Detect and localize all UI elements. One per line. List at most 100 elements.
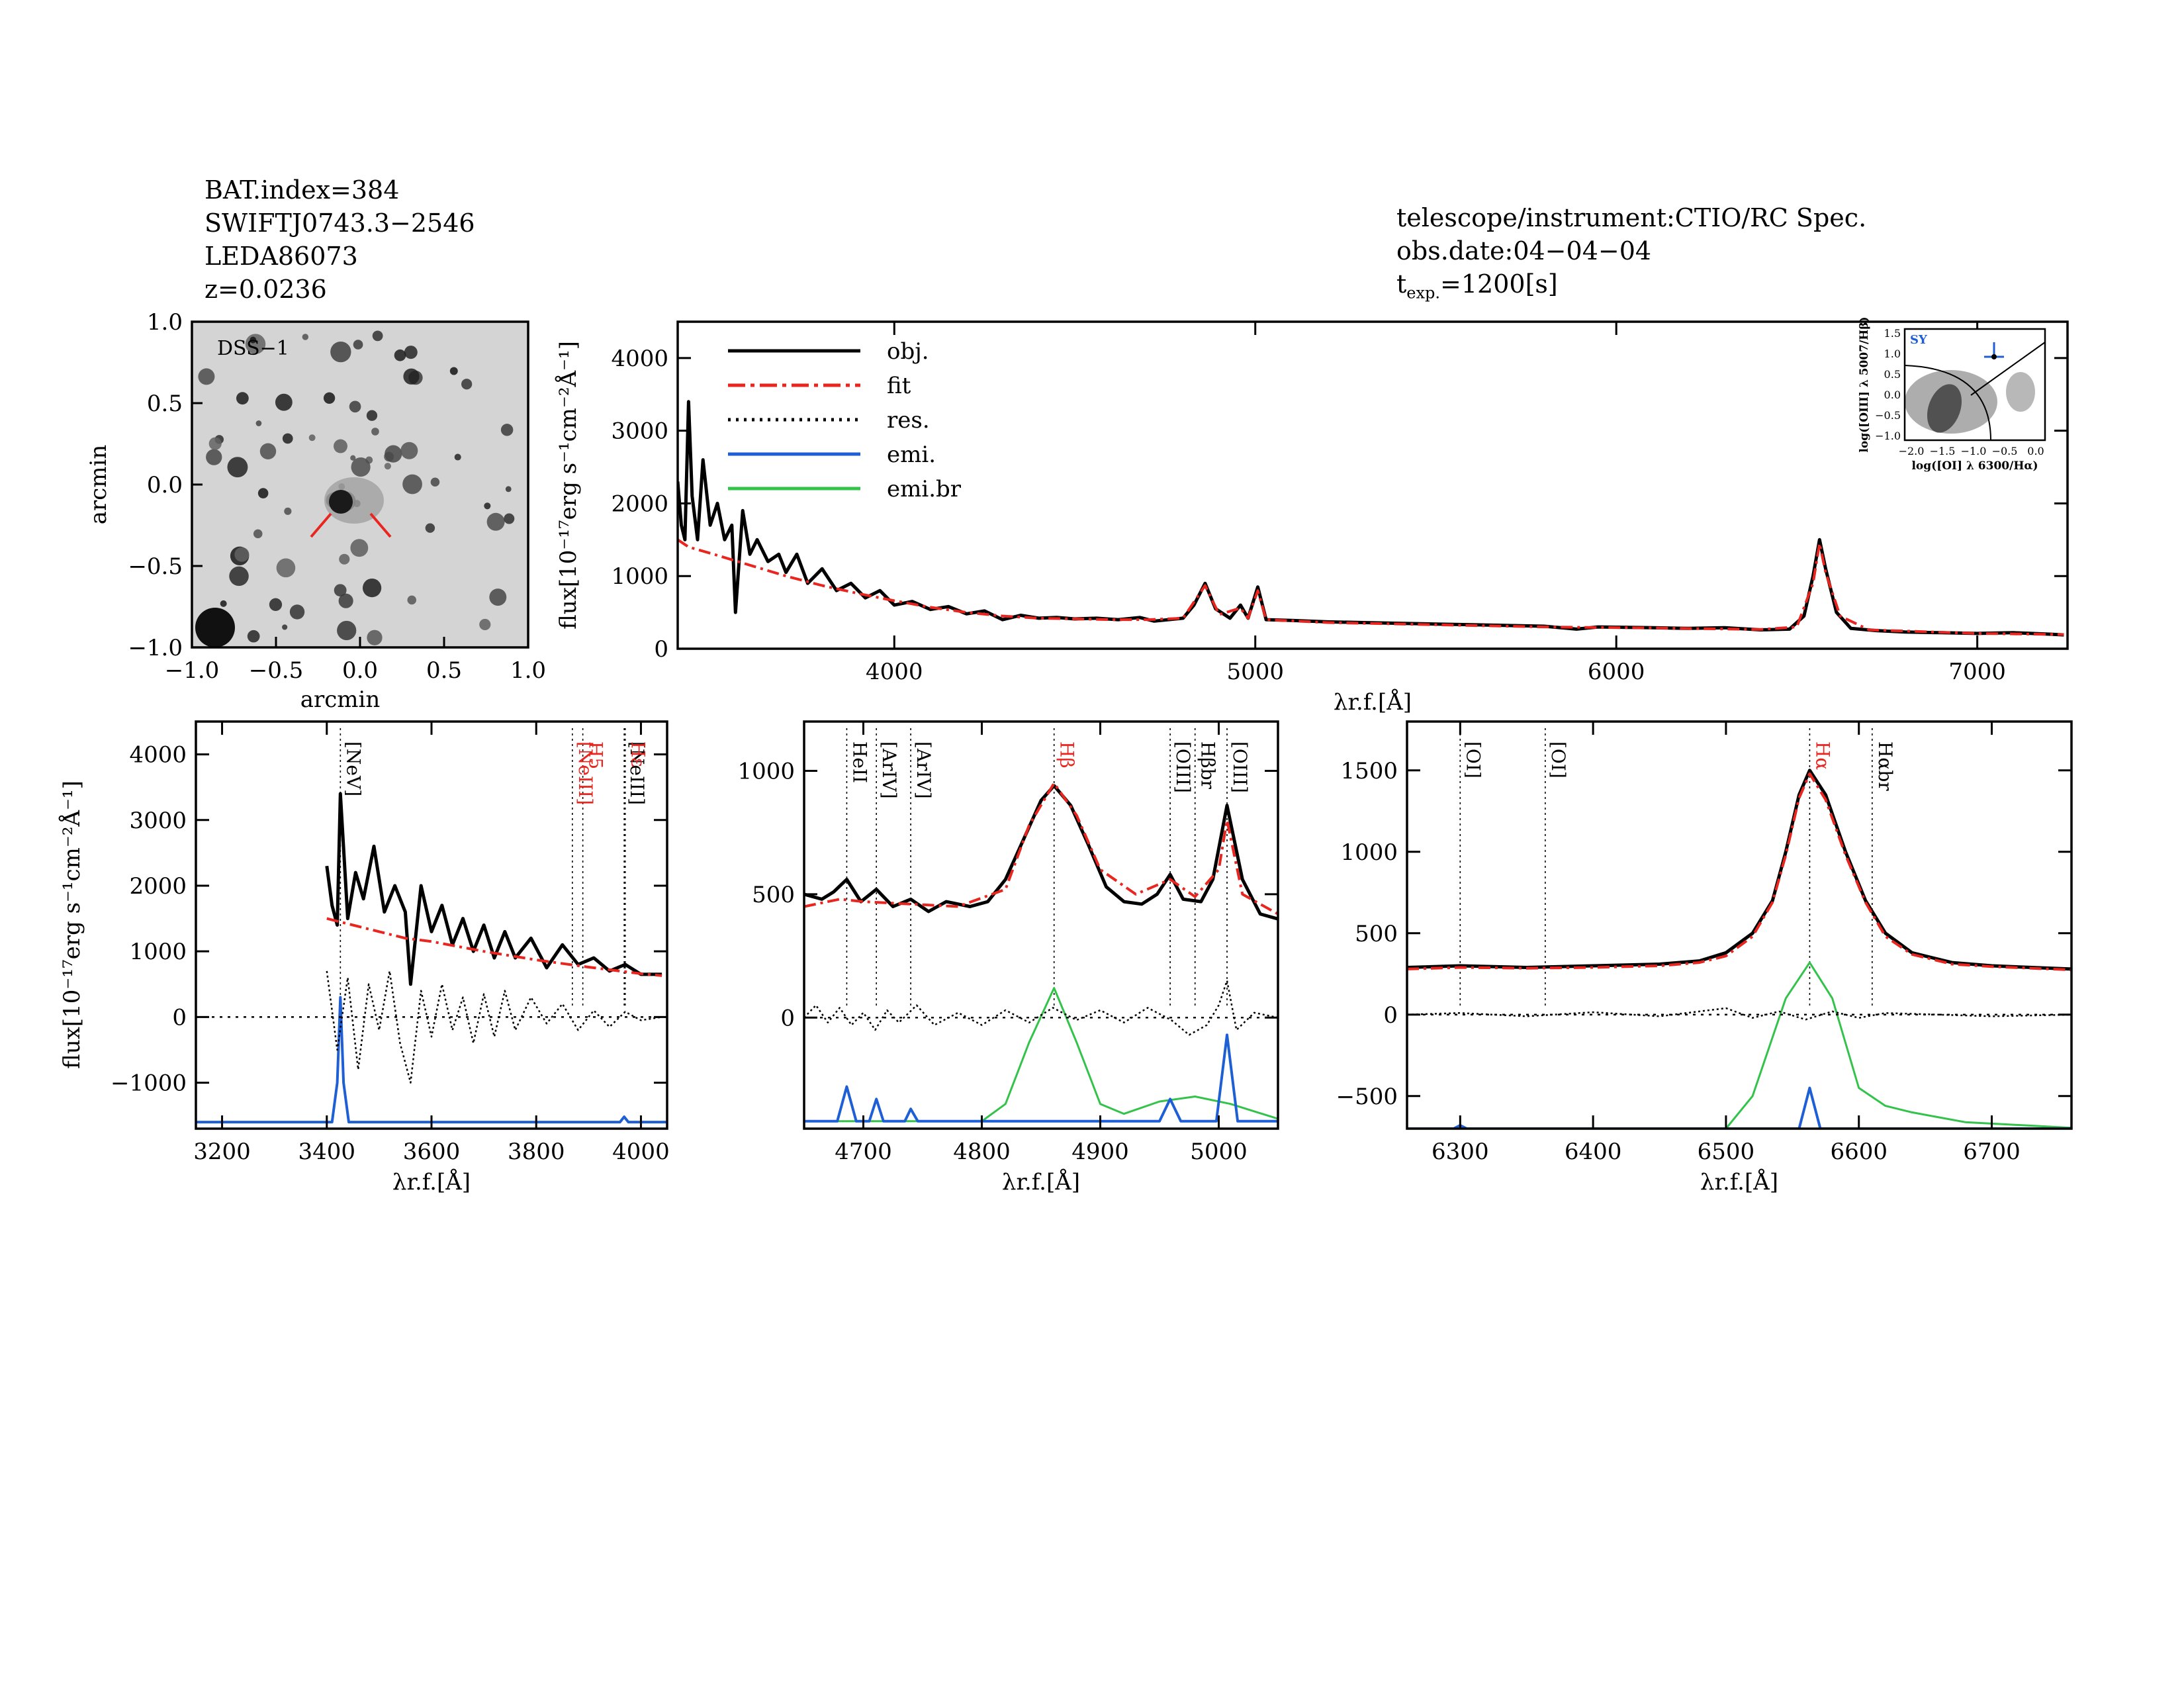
spectrum-panel-zoom-neV: 3200 3400 3600 3800 4000 −1000 0 1000 2000 3000 40… (111, 720, 670, 1196)
legend-label-2: res. (887, 407, 930, 434)
x-tick-label: 6700 (1963, 1139, 2021, 1165)
inset-x-tick: −2.0 (1899, 445, 1925, 457)
star (404, 346, 418, 359)
star (350, 455, 356, 461)
y-tick-label: 3000 (611, 418, 668, 445)
line-label-0: HeII (848, 741, 870, 783)
inset-y-tick: 0.0 (1884, 389, 1901, 401)
legend-label-1: fit (887, 373, 911, 399)
x-axis-label: λr.f.[Å] (1002, 1168, 1080, 1196)
series-fit (678, 538, 2064, 636)
star (505, 486, 512, 492)
line-label-1: [OI] (1547, 741, 1569, 778)
series-emi (804, 1033, 1278, 1123)
line-label-0: [NeV] (342, 741, 364, 796)
slit-marker-right (369, 512, 392, 538)
star (323, 392, 336, 404)
star (282, 624, 288, 630)
star (253, 529, 263, 539)
x-tick-label: 6500 (1698, 1139, 1755, 1165)
star (337, 620, 357, 641)
redshift: z=0.0236 (205, 275, 327, 304)
header-right: telescope/instrument:CTIO/RC Spec. obs.d… (1396, 201, 1866, 310)
x-tick-label: 0.0 (342, 657, 378, 684)
star (275, 393, 293, 411)
y-tick-label: 0.5 (147, 391, 183, 417)
series-obj (678, 400, 2064, 637)
y-tick-label: 1500 (1340, 758, 1398, 784)
series-res (804, 980, 1278, 1036)
class-tag: SY (1910, 333, 1928, 347)
density-cloud-2 (2006, 372, 2035, 412)
inset-y-tick: 1.5 (1884, 327, 1901, 340)
y-tick-label: 0 (172, 1004, 187, 1031)
star (353, 340, 363, 350)
y-tick-label: 4000 (129, 742, 187, 769)
source-point (1991, 354, 1997, 359)
x-tick-label: 4700 (835, 1139, 892, 1165)
series-obj (1407, 769, 2071, 971)
x-tick-label: 6400 (1565, 1139, 1622, 1165)
y-axis-label: arcmin (85, 445, 112, 525)
y-tick-label: 1000 (129, 939, 187, 965)
star (403, 368, 420, 385)
x-tick-label: 4800 (953, 1139, 1011, 1165)
x-axis-label: arcmin (300, 686, 381, 713)
star (350, 539, 369, 557)
y-tick-label: 0 (654, 636, 668, 663)
x-tick-label: 3400 (298, 1139, 356, 1165)
series-res (326, 970, 662, 1084)
line-label-1: [NeIII] (574, 741, 596, 805)
star (334, 584, 347, 597)
y-tick-label: 4000 (611, 346, 668, 372)
y-tick-label: 3000 (129, 808, 187, 834)
obs-date: obs.date:04−04−04 (1396, 236, 1652, 265)
star (362, 578, 382, 598)
star (371, 428, 379, 436)
x-tick-label: 7000 (1948, 659, 2006, 685)
star (372, 330, 383, 342)
y-tick-label: 500 (752, 882, 795, 908)
star (247, 630, 260, 643)
line-label-3: Hαbr (1874, 741, 1896, 791)
y-tick-label: −1.0 (128, 635, 183, 661)
swift-name: SWIFTJ0743.3−2546 (205, 209, 475, 238)
star (330, 341, 351, 363)
star (500, 424, 514, 436)
line-label-0: [OI] (1462, 741, 1484, 778)
star (366, 410, 378, 421)
inset-y-tick: 1.0 (1884, 348, 1901, 360)
inset-x-tick: −1.5 (1930, 445, 1956, 457)
legend-label-3: emi. (887, 442, 936, 468)
bat-index: BAT.index=384 (205, 175, 400, 205)
x-tick-label: 5000 (1190, 1139, 1248, 1165)
x-tick-label: −1.0 (165, 657, 220, 684)
series-fit (326, 917, 662, 977)
counterpart-name: LEDA86073 (205, 242, 358, 271)
x-tick-label: 4900 (1071, 1139, 1129, 1165)
star (338, 593, 353, 608)
x-axis-label: λr.f.[Å] (1700, 1168, 1778, 1196)
line-label-6: [OIII] (1229, 741, 1251, 793)
y-tick-label: 2000 (129, 873, 187, 900)
bpt-inset: SY −2.0 −1.5 −1.0 −0.5 0.0 1.5 1.0 0.5 0.0 −0.5 −1.… (1858, 316, 2046, 473)
series-emi (196, 996, 667, 1124)
spectrum-panel-zoom-halpha: 6300 6400 6500 6600 6700 −500 0 500 1000 1500 [OI]… (1336, 720, 2073, 1196)
panel-frame (676, 320, 2069, 650)
telescope-instrument: telescope/instrument:CTIO/RC Spec. (1396, 203, 1867, 232)
y-tick-label: 1000 (737, 759, 795, 785)
y-tick-label: 2000 (611, 491, 668, 517)
series-fit (1407, 772, 2071, 972)
star (229, 566, 249, 586)
star (334, 439, 347, 453)
star (236, 392, 249, 405)
star (339, 553, 350, 565)
series-obj (325, 792, 662, 986)
x-axis-label: λr.f.[Å] (392, 1168, 471, 1196)
line-label-1: [ArIV] (878, 741, 900, 799)
star (407, 595, 416, 605)
star (302, 334, 309, 340)
line-label-5: Hβbr (1197, 741, 1219, 790)
y-tick-label: 500 (1355, 921, 1398, 947)
